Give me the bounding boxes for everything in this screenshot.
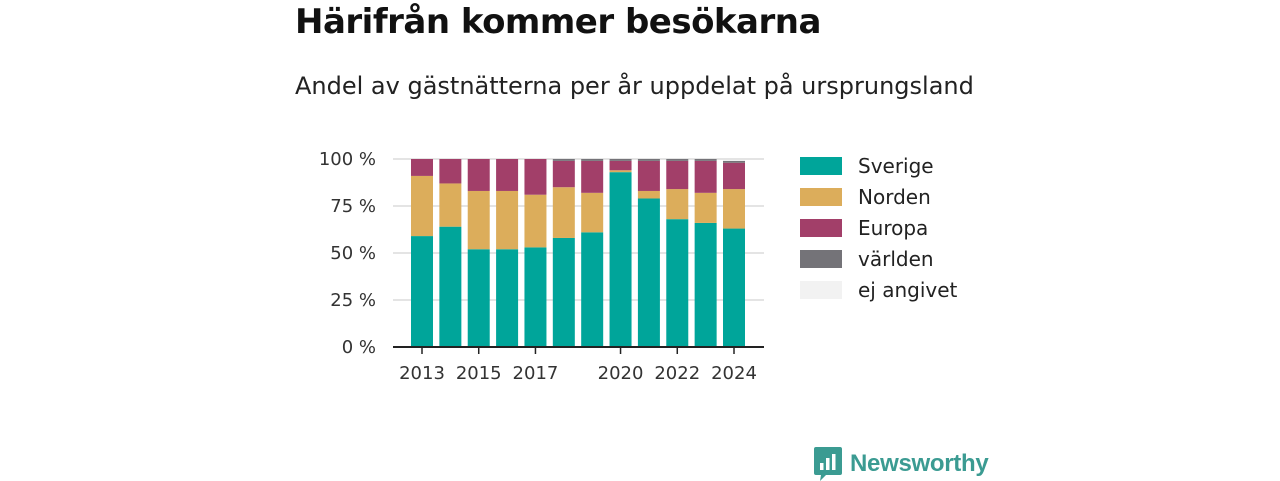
bar-segment (609, 172, 632, 347)
bar-segment (496, 159, 519, 191)
chart-subtitle: Andel av gästnätterna per år uppdelat på… (295, 72, 974, 100)
bar-segment (666, 160, 689, 190)
legend-label: världen (858, 246, 934, 271)
bar-segment (609, 170, 632, 173)
legend-swatch (800, 280, 842, 299)
bar-segment (439, 226, 462, 347)
bar-segment (637, 160, 660, 191)
bar-segment (552, 159, 575, 161)
bar-segment (666, 159, 689, 161)
x-axis-ticks: 2013 2015 2017 2020 2022 2024 (399, 347, 757, 384)
legend-item: Europa (800, 212, 957, 243)
bar-segment (637, 159, 660, 161)
legend-swatch (800, 249, 842, 268)
bar-segment (723, 160, 745, 163)
x-tick-label: 2020 (598, 363, 644, 384)
bar-segment (723, 189, 745, 229)
chart-title: Härifrån kommer besökarna (295, 2, 821, 42)
bar-segment (411, 236, 433, 347)
bar-segment (439, 183, 462, 227)
bar-segment (411, 175, 433, 237)
bar-segment (609, 160, 632, 171)
bar-segment (552, 237, 575, 347)
x-tick-label: 2013 (399, 363, 445, 384)
bar-segment (467, 190, 490, 250)
bar-segment (609, 159, 632, 161)
bar-segment (581, 232, 604, 347)
bar-segment (467, 159, 490, 191)
bar-segment (694, 159, 717, 161)
bar-segment (637, 198, 660, 347)
bar-segment (524, 159, 547, 195)
legend-swatch (800, 156, 842, 175)
legend: Sverige Norden Europa världen ej angivet (800, 150, 957, 305)
stacked-bar-chart: 0 % 25 % 50 % 75 % 100 % 2013 2015 2017 2020 202… (319, 149, 764, 384)
legend-label: Norden (858, 184, 931, 209)
y-axis-tick-labels: 0 % 25 % 50 % 75 % 100 % (319, 149, 376, 358)
legend-swatch (800, 218, 842, 237)
newsworthy-logo-icon (814, 447, 842, 481)
legend-label: ej angivet (858, 277, 958, 302)
bar-segment (666, 219, 689, 347)
bar-segment (694, 192, 717, 223)
bar-segment (637, 190, 660, 199)
bar-segment (723, 228, 745, 347)
legend-label: Sverige (858, 153, 934, 178)
brand-logo: Newsworthy (814, 447, 989, 481)
bar-segment (581, 160, 604, 193)
legend-item: världen (800, 243, 957, 274)
bar-segment (496, 190, 519, 250)
bar-segment (552, 187, 575, 238)
y-tick-label: 25 % (330, 290, 376, 311)
y-tick-label: 0 % (342, 337, 376, 358)
legend-item: Sverige (800, 150, 957, 181)
bar-segment (552, 160, 575, 188)
y-tick-label: 100 % (319, 149, 376, 170)
bar-segment (694, 222, 717, 347)
bar-segment (439, 159, 462, 184)
legend-item: Norden (800, 181, 957, 212)
legend-swatch (800, 187, 842, 206)
bar-segment (524, 247, 547, 347)
bar-segment (524, 194, 547, 248)
x-tick-label: 2015 (456, 363, 502, 384)
legend-item: ej angivet (800, 274, 957, 305)
x-tick-label: 2017 (513, 363, 559, 384)
y-tick-label: 75 % (330, 196, 376, 217)
bars (411, 159, 745, 347)
legend-label: Europa (858, 215, 929, 240)
bar-segment (467, 249, 490, 347)
bar-segment (496, 249, 519, 347)
bar-segment (694, 160, 717, 193)
y-tick-label: 50 % (330, 243, 376, 264)
bar-segment (581, 159, 604, 161)
bar-segment (581, 192, 604, 233)
bar-segment (411, 159, 433, 176)
x-tick-label: 2022 (654, 363, 700, 384)
bar-segment (723, 162, 745, 190)
brand-name: Newsworthy (850, 450, 989, 477)
bar-segment (666, 189, 689, 220)
x-tick-label: 2024 (711, 363, 757, 384)
